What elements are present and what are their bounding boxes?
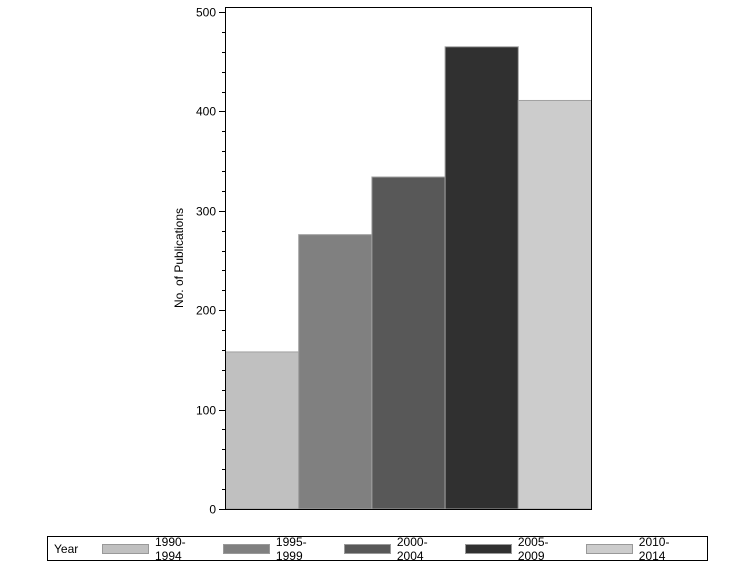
legend-label: 2005-2009 xyxy=(517,534,549,563)
legend-title: Year xyxy=(54,541,79,556)
legend-label: 2010-2014 xyxy=(638,534,670,563)
bar-2005-2009 xyxy=(444,46,519,510)
y-tick-label: 500 xyxy=(196,6,216,20)
legend-swatch xyxy=(223,543,270,554)
legend-label: 2000-2004 xyxy=(396,534,428,563)
y-tick-label: 400 xyxy=(196,105,216,119)
plot-frame xyxy=(225,7,592,510)
bar-1990-1994 xyxy=(225,351,300,510)
legend-item-1990-1994: 1990-1994 xyxy=(102,535,199,563)
bar-2000-2004 xyxy=(371,176,446,510)
bar-chart: 0 100 200 300 400 500 No. of Publications xyxy=(172,6,592,517)
y-tick-label: 300 xyxy=(196,205,216,219)
legend-swatch xyxy=(465,543,512,554)
legend-swatch xyxy=(586,543,633,554)
legend-label: 1990-1994 xyxy=(154,534,186,563)
bar-1995-1999 xyxy=(298,234,373,510)
legend-item-1995-1999: 1995-1999 xyxy=(223,535,320,563)
legend-swatch xyxy=(344,543,391,554)
y-tick-label: 100 xyxy=(196,404,216,418)
y-axis-label: No. of Publications xyxy=(172,208,186,308)
legend-swatch xyxy=(102,543,149,554)
bar-2010-2014 xyxy=(517,99,592,510)
legend-item-2005-2009: 2005-2009 xyxy=(465,535,562,563)
legend: Year 1990-1994 1995-1999 2000-2004 2005-… xyxy=(47,535,708,563)
y-tick-label: 200 xyxy=(196,304,216,318)
legend-label: 1995-1999 xyxy=(275,534,307,563)
legend-item-2010-2014: 2010-2014 xyxy=(586,535,683,563)
legend-item-2000-2004: 2000-2004 xyxy=(344,535,441,563)
y-tick-label: 0 xyxy=(209,503,216,517)
